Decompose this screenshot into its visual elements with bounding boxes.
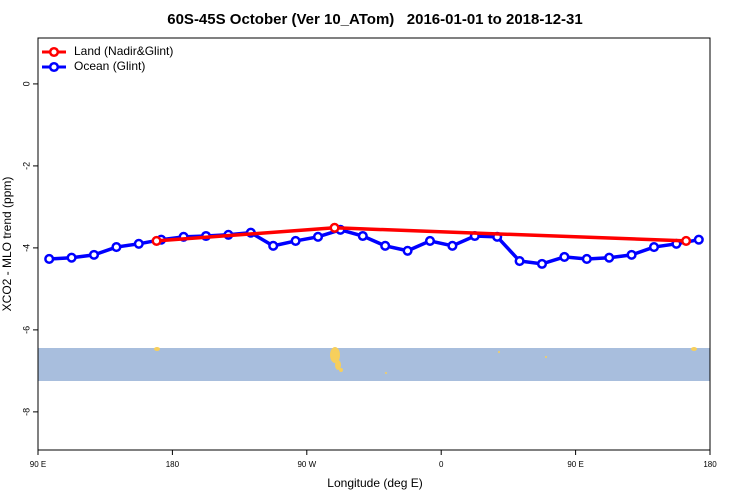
data-point xyxy=(693,234,704,245)
land-patch xyxy=(339,368,343,372)
data-point xyxy=(380,240,391,251)
x-tick-label: 90 E xyxy=(30,460,46,469)
data-point xyxy=(536,258,548,269)
data-point xyxy=(604,252,615,263)
map-strip xyxy=(38,347,710,381)
data-point xyxy=(111,242,122,253)
x-tick-label: 90 E xyxy=(567,460,583,469)
data-point xyxy=(581,253,592,265)
land-patch xyxy=(335,360,341,370)
x-tick-label: 180 xyxy=(703,460,717,469)
data-point xyxy=(514,255,525,267)
data-point xyxy=(66,252,77,263)
y-axis-label: XCO2 - MLO trend (ppm) xyxy=(0,177,14,312)
x-tick-label: 90 W xyxy=(297,460,316,469)
land-patch xyxy=(498,351,500,353)
data-point xyxy=(268,240,279,251)
data-point xyxy=(681,235,692,246)
data-point xyxy=(402,245,413,256)
plot-frame xyxy=(37,37,711,451)
y-tick-label: -2 xyxy=(21,162,31,170)
chart-title: 60S-45S October (Ver 10_ATom) 2016-01-01… xyxy=(167,11,582,28)
data-point xyxy=(329,222,340,233)
x-tick-label: 180 xyxy=(166,460,180,469)
land-patch xyxy=(330,347,340,363)
land-patch xyxy=(691,347,697,351)
data-point xyxy=(290,235,301,246)
data-point xyxy=(133,238,144,249)
legend-label: Land (Nadir&Glint) xyxy=(74,44,173,58)
legend-marker xyxy=(48,61,60,73)
data-point xyxy=(559,251,570,262)
data-point xyxy=(312,231,324,242)
land-patch xyxy=(385,372,387,374)
data-point xyxy=(648,242,660,253)
data-point xyxy=(357,230,368,242)
data-point xyxy=(88,249,100,260)
data-point xyxy=(44,253,55,265)
legend-marker xyxy=(48,46,60,58)
data-point xyxy=(626,249,637,260)
y-tick-label: -6 xyxy=(21,326,31,334)
y-tick-label: -4 xyxy=(21,244,31,252)
y-tick-label: -8 xyxy=(21,408,31,416)
data-point xyxy=(424,235,436,246)
land-patch xyxy=(154,347,160,351)
data-point xyxy=(447,240,458,251)
ocean-band xyxy=(38,348,710,381)
data-point xyxy=(151,235,162,246)
y-tick-label: 0 xyxy=(21,81,31,86)
legend-label: Ocean (Glint) xyxy=(74,59,145,73)
x-axis-label: Longitude (deg E) xyxy=(327,476,422,490)
land-patch xyxy=(545,356,547,358)
x-tick-label: 0 xyxy=(439,460,444,469)
